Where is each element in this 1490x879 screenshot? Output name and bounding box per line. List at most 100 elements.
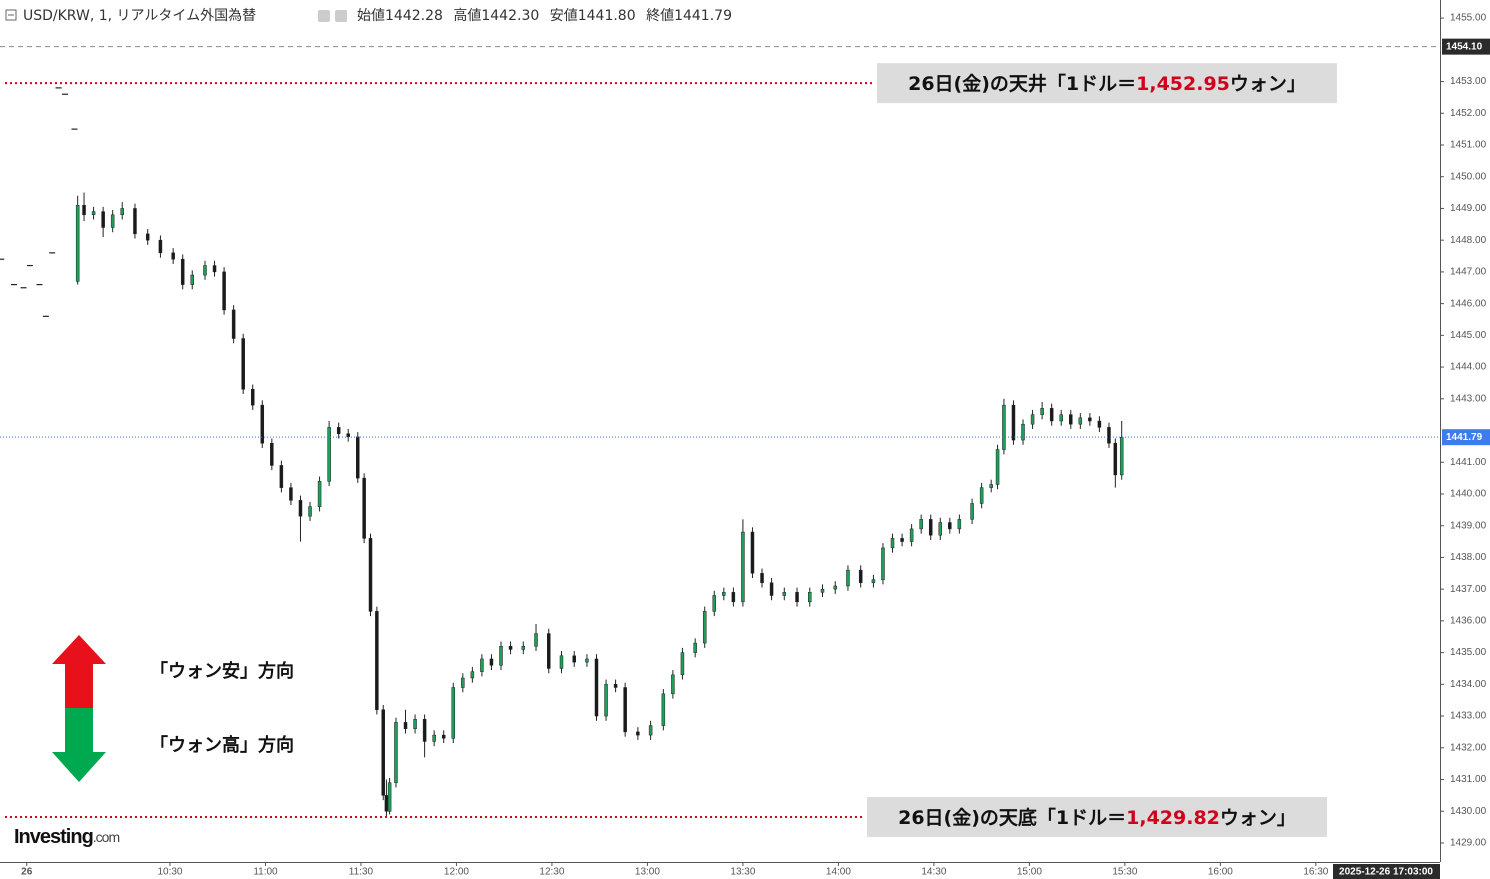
candle-body bbox=[1088, 417, 1092, 422]
candle-body bbox=[648, 725, 653, 736]
settings-icon[interactable] bbox=[335, 10, 347, 22]
candle-body bbox=[508, 646, 513, 650]
candle-body bbox=[212, 265, 217, 273]
candle-body bbox=[741, 531, 745, 603]
candle-body bbox=[820, 588, 825, 593]
y-tick-label: 1455.00 bbox=[1450, 13, 1487, 24]
header: USD/KRW, 1, リアルタイム外国為替 始値1442.28 高値1442.… bbox=[5, 7, 732, 24]
candle-body bbox=[387, 782, 392, 812]
candle-body bbox=[470, 671, 475, 679]
legend-arrow-up bbox=[52, 635, 106, 708]
candle-body bbox=[317, 481, 322, 507]
candle-body bbox=[362, 477, 366, 539]
logo-suffix: .com bbox=[93, 829, 120, 845]
candle-body bbox=[451, 687, 456, 739]
y-tick-label: 1448.00 bbox=[1450, 235, 1487, 246]
legend-label: 「ウォン高」方向 bbox=[150, 734, 294, 756]
candle-body bbox=[760, 573, 764, 584]
candle-body bbox=[559, 655, 564, 669]
candle-body bbox=[782, 592, 787, 596]
y-tick-label: 1444.00 bbox=[1450, 362, 1487, 373]
y-tick-label: 1449.00 bbox=[1450, 203, 1487, 214]
candle-body bbox=[432, 734, 436, 742]
candle-body bbox=[260, 404, 265, 444]
candle-body bbox=[394, 722, 398, 783]
candle-body bbox=[833, 585, 837, 590]
candle-body bbox=[1119, 436, 1124, 476]
candle-body bbox=[846, 569, 850, 587]
y-tick-label: 1439.00 bbox=[1450, 520, 1487, 531]
candle-body bbox=[241, 338, 245, 390]
x-tick-label: 14:30 bbox=[921, 867, 946, 878]
candle-body bbox=[308, 506, 312, 517]
y-tick-label: 1451.00 bbox=[1450, 140, 1487, 151]
x-tick-label: 15:00 bbox=[1017, 867, 1042, 878]
y-tick-label: 1430.00 bbox=[1450, 806, 1487, 817]
candle-body bbox=[499, 646, 503, 666]
logo: Investing.com bbox=[14, 826, 119, 848]
candle-body bbox=[180, 258, 185, 285]
candle-body bbox=[572, 655, 576, 663]
y-tick-label: 1432.00 bbox=[1450, 742, 1487, 753]
candle-body bbox=[693, 642, 697, 653]
candle-body bbox=[909, 528, 914, 542]
candle-body bbox=[1030, 414, 1035, 425]
x-tick-label: 11:30 bbox=[349, 867, 374, 878]
x-tick-label: 14:00 bbox=[826, 867, 851, 878]
candle-body bbox=[120, 208, 124, 216]
candle-body bbox=[375, 611, 379, 710]
candle-body bbox=[298, 500, 303, 517]
y-tick-label: 1447.00 bbox=[1450, 267, 1487, 278]
candle-body bbox=[919, 519, 923, 530]
candle-body bbox=[928, 519, 933, 536]
candle-body bbox=[336, 427, 341, 434]
annotation-value: 1,429.82 bbox=[1126, 806, 1220, 828]
candle-body bbox=[957, 519, 962, 530]
annotation-suffix: ウォン」 bbox=[1230, 73, 1306, 95]
y-tick-label: 1434.00 bbox=[1450, 679, 1487, 690]
y-tick-label: 1431.00 bbox=[1450, 774, 1487, 785]
candle-body bbox=[623, 687, 627, 733]
candle-body bbox=[1011, 404, 1016, 441]
candle-body bbox=[661, 693, 666, 726]
x-tick-label: 16:30 bbox=[1303, 867, 1328, 878]
candle-body bbox=[989, 484, 993, 488]
ohlc-label: 安値 bbox=[550, 8, 578, 24]
ohlc-values: 始値1442.28 高値1442.30 安値1441.80 終値1441.79 bbox=[357, 7, 732, 24]
candle-body bbox=[585, 658, 589, 663]
x-tick-label: 12:00 bbox=[444, 867, 469, 878]
candle-body bbox=[702, 611, 707, 644]
candle-body bbox=[101, 211, 105, 228]
candle-body bbox=[636, 731, 640, 736]
y-tick-label: 1445.00 bbox=[1450, 330, 1487, 341]
logo-name: Investing bbox=[14, 826, 93, 848]
candle-body bbox=[871, 579, 876, 584]
candle-body bbox=[1040, 408, 1044, 415]
candle-body bbox=[461, 677, 465, 688]
annotation-box bbox=[877, 63, 1337, 104]
candle-body bbox=[1078, 417, 1083, 425]
candle-body bbox=[938, 522, 943, 536]
candle-body bbox=[534, 633, 538, 647]
eye-icon[interactable] bbox=[318, 10, 330, 22]
y-tick-label: 1446.00 bbox=[1450, 298, 1487, 309]
x-tick-label: 13:00 bbox=[635, 867, 660, 878]
candle-body bbox=[858, 569, 863, 584]
candle-body bbox=[91, 211, 96, 216]
collapse-icon[interactable] bbox=[5, 9, 17, 21]
ohlc-label: 終値 bbox=[646, 8, 674, 24]
candle-body bbox=[110, 214, 115, 228]
candle-body bbox=[671, 674, 675, 695]
candle-body bbox=[381, 709, 385, 796]
candle-body bbox=[1107, 427, 1111, 444]
legend-label: 「ウォン安」方向 bbox=[150, 660, 294, 682]
ohlc-value: 1442.28 bbox=[385, 8, 443, 24]
price-label-box bbox=[1442, 38, 1490, 55]
x-tick-label: 15:30 bbox=[1112, 867, 1137, 878]
candle-body bbox=[795, 592, 799, 603]
x-tick-label: 13:30 bbox=[730, 867, 755, 878]
candle-body bbox=[1021, 423, 1025, 441]
annotation: 26日(金)の天井「1ドル＝1,452.95ウォン」 bbox=[908, 72, 1306, 95]
candle-body bbox=[769, 582, 774, 596]
